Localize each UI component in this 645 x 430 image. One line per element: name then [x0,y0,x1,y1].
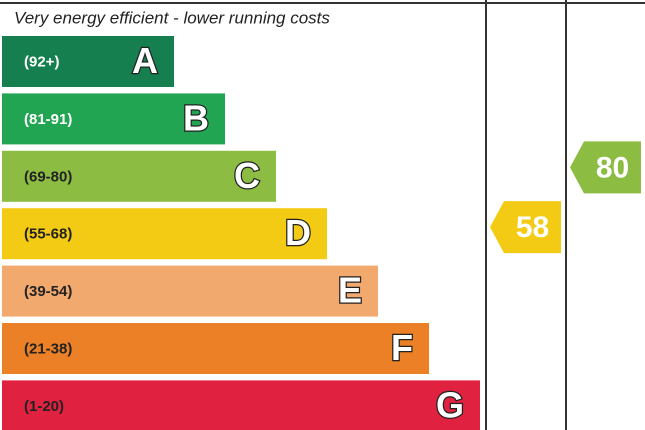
band-range: (55-68) [24,226,72,243]
band-letter: B [183,97,209,138]
band-letter: D [285,212,311,253]
band-range: (92+) [24,53,59,70]
band-bar [2,93,225,145]
band-bar [2,380,480,430]
band-range: (81-91) [24,111,72,128]
band-range: (1-20) [24,398,64,415]
band-bar [2,208,327,260]
band-range: (39-54) [24,283,72,300]
band-letter: F [391,327,413,368]
band-bar [2,36,174,87]
band-letter: E [338,270,362,311]
band-bar [2,150,276,202]
rating-arrow [570,141,641,194]
rating-arrow [490,201,561,254]
band-range: (69-80) [24,168,72,185]
rating-value: 80 [596,151,629,184]
band-letter: C [234,155,260,196]
chart-title: Very energy efficient - lower running co… [14,8,330,27]
band-range: (21-38) [24,340,72,357]
band-bar [2,323,429,374]
band-letter: G [436,384,464,425]
band-letter: A [132,40,158,81]
rating-value: 58 [516,211,549,244]
band-bar [2,265,378,317]
